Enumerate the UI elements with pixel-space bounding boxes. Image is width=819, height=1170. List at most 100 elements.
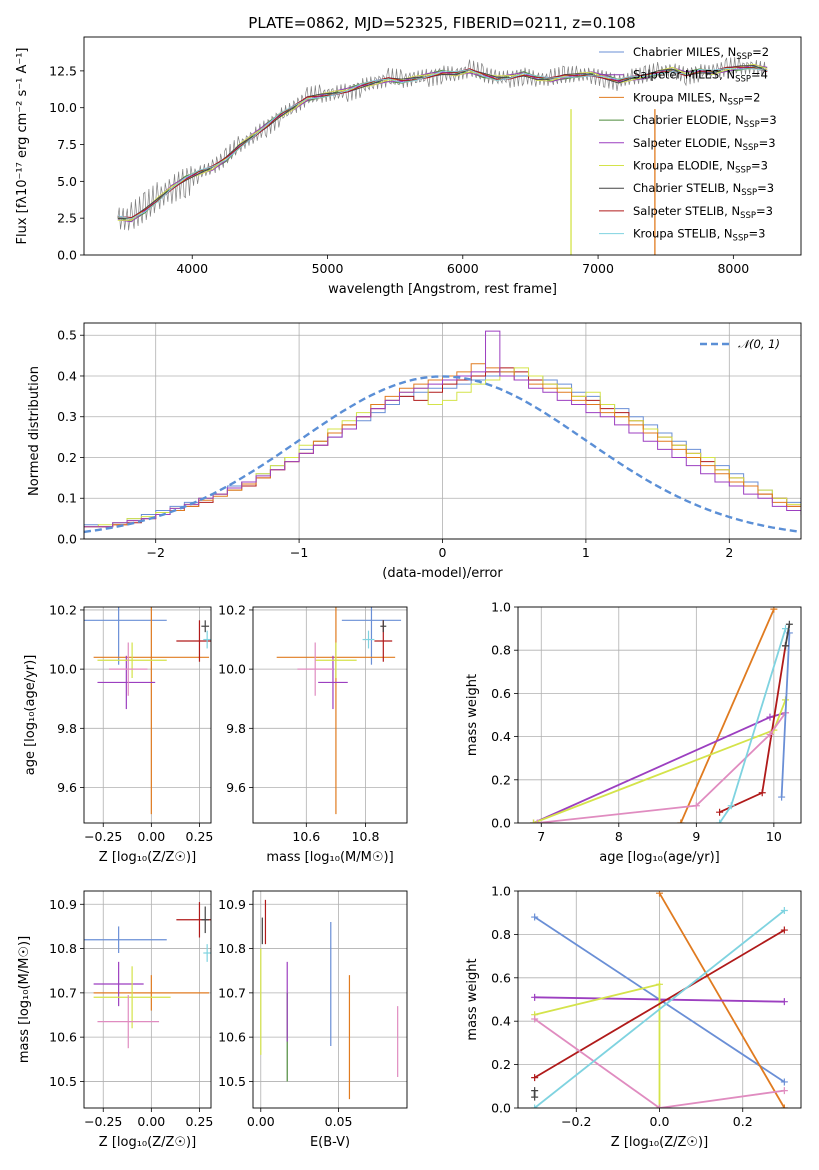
errorbar-point: [97, 642, 167, 679]
x-tick-label: −0.25: [84, 1114, 122, 1129]
y-tick-label: 1.0: [491, 884, 511, 899]
massweight-point: [780, 907, 788, 915]
x-axis-label: wavelength [Angstrom, rest frame]: [328, 282, 557, 297]
errorbar-point: [97, 655, 156, 710]
age-vs-mass-axes: 10.6 10.8 9.6 9.8 10.0 10.2 mass [log₁₀(M/M☉)]: [218, 602, 407, 865]
massweight-series-line: [679, 608, 775, 823]
x-tick-label: −1: [290, 545, 308, 560]
massweight-point: [716, 808, 724, 816]
y-tick-label: 10.6: [49, 1030, 77, 1045]
legend-label: Chabrier ELODIE, NSSP=3: [633, 113, 777, 130]
massweight-vs-age-frame: [517, 606, 802, 824]
y-tick-label: 2.5: [57, 211, 77, 226]
y-tick-label: 10.7: [49, 985, 77, 1000]
massweight-vs-Z-axes: −0.2 0.0 0.2 0.0 0.2 0.4 0.6 0.8 1.0 Z [log₁₀(Z/Z…: [465, 884, 801, 1150]
x-tick-label: 0.2: [733, 1114, 753, 1129]
spectrum-model-line: [117, 66, 768, 218]
errorbar-point: [362, 630, 375, 649]
normal-curve: [84, 375, 801, 534]
histogram-series: [84, 367, 801, 539]
spectrum-frame: [83, 36, 802, 256]
massweight-point: [677, 819, 685, 823]
y-tick-label: 0.0: [491, 1101, 511, 1116]
y-tick-label: 9.6: [226, 780, 246, 795]
y-tick-label: 9.6: [57, 780, 77, 795]
age-vs-Z-plot-area: [84, 607, 211, 815]
errorbar-point: [176, 902, 211, 938]
y-tick-label: 0.6: [491, 970, 511, 985]
legend-label: Salpeter STELIB, NSSP=3: [633, 204, 773, 221]
errorbar-point: [201, 906, 210, 934]
y-axis-label: mass weight: [465, 674, 480, 756]
x-tick-label: −0.25: [84, 829, 122, 844]
errorbar-point: [201, 620, 210, 633]
errorbar-point: [93, 975, 210, 1011]
x-axis-label: E(B-V): [310, 1135, 350, 1150]
legend-label: Kroupa MILES, NSSP=2: [633, 90, 760, 107]
massweight-point: [727, 802, 735, 810]
massweight-point: [758, 789, 766, 797]
x-tick-label: 10.6: [292, 829, 320, 844]
errorbar-point: [84, 926, 167, 953]
legend-label: Chabrier MILES, NSSP=2: [633, 45, 769, 62]
y-axis-label: age [log₁₀(age/yr)]: [23, 655, 38, 776]
massweight-point: [781, 642, 789, 650]
massweight-point: [785, 620, 793, 628]
x-tick-label: 7: [537, 829, 545, 844]
x-tick-label: 5000: [312, 261, 344, 276]
x-axis-label: Z [log₁₀(Z/Z☉)]: [99, 1135, 196, 1150]
y-tick-label: 12.5: [49, 63, 77, 78]
massweight-point: [766, 730, 774, 738]
massweight-point: [531, 913, 539, 921]
y-tick-label: 0.8: [491, 643, 511, 658]
errorbar-point: [203, 944, 211, 962]
massweight-point: [533, 819, 541, 823]
massweight-vs-Z-plot-area: [531, 891, 788, 1108]
massweight-point: [656, 980, 663, 988]
legend-label: Kroupa STELIB, NSSP=3: [633, 227, 765, 244]
spectrum-model-line: [117, 68, 768, 220]
figure-title: PLATE=0862, MJD=52325, FIBERID=0211, z=0…: [248, 14, 635, 32]
mass-vs-Z-frame: [83, 890, 212, 1109]
errorbar-point: [341, 607, 402, 665]
mass-vs-Z-axes: −0.25 0.00 0.25 10.5 10.6 10.7 10.8 10.9 Z [log₁…: [17, 891, 213, 1150]
legend-label: Salpeter MILES, NSSP=4: [633, 68, 768, 85]
x-tick-label: 0.0: [650, 1114, 670, 1129]
massweight-series-line: [784, 624, 791, 647]
errorbar-point: [203, 630, 211, 649]
spectrum-plot-area: [117, 56, 768, 255]
x-tick-label: 0.00: [137, 1114, 165, 1129]
massweight-point: [692, 802, 700, 810]
massweight-point: [530, 819, 538, 823]
y-tick-label: 10.2: [49, 602, 77, 617]
x-axis-label: (data-model)/error: [382, 566, 503, 581]
y-tick-label: 7.5: [57, 137, 77, 152]
y-tick-label: 10.5: [218, 1074, 246, 1089]
y-tick-label: 0.4: [491, 1014, 511, 1029]
y-tick-label: 0.2: [491, 1057, 511, 1072]
x-tick-label: 9: [692, 829, 700, 844]
x-tick-label: 1: [582, 545, 590, 560]
x-axis-label: age [log₁₀(age/yr)]: [599, 850, 720, 865]
x-tick-label: 10: [766, 829, 782, 844]
massweight-point: [531, 1093, 539, 1101]
massweight-point: [531, 1015, 539, 1023]
spectrum-axes: 4000 5000 6000 7000 8000 0.0 2.5 5.0 7.5 10.0 12.5…: [15, 48, 749, 298]
y-tick-label: 10.8: [218, 941, 246, 956]
x-tick-label: −2: [146, 545, 164, 560]
y-tick-label: 9.8: [226, 721, 246, 736]
y-tick-label: 1.0: [491, 600, 511, 615]
legend-label: Kroupa ELODIE, NSSP=3: [633, 159, 768, 176]
x-axis-label: Z [log₁₀(Z/Z☉)]: [99, 850, 196, 865]
mass-vs-Z-plot-area: [84, 902, 211, 1049]
massweight-series-line: [534, 929, 785, 1079]
mass-vs-ebv-axes: 0.00 0.05 10.5 10.6 10.7 10.8 10.9 E(B-V): [218, 891, 407, 1150]
massweight-series-line: [534, 1018, 785, 1108]
y-tick-label: 10.9: [218, 897, 246, 912]
x-tick-label: 10.8: [352, 829, 380, 844]
x-axis-label: mass [log₁₀(M/M☉)]: [266, 850, 393, 865]
massweight-point: [531, 1104, 539, 1108]
age-vs-Z-axes: −0.25 0.00 0.25 9.6 9.8 10.0 10.2 Z [log₁₀(Z/Z☉…: [23, 602, 213, 865]
massweight-point: [780, 1078, 788, 1086]
